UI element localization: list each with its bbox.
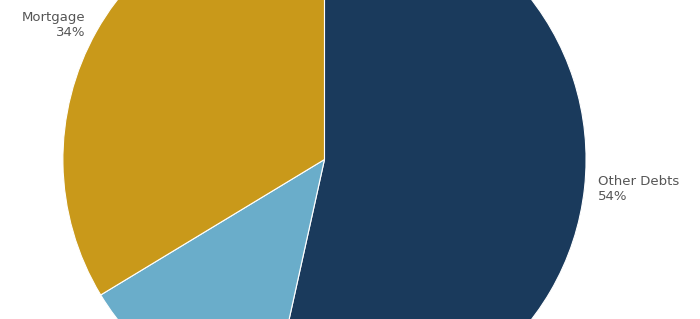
Wedge shape bbox=[101, 160, 325, 319]
Text: Mortgage
34%: Mortgage 34% bbox=[22, 11, 85, 39]
Text: Other Debts
54%: Other Debts 54% bbox=[598, 175, 679, 203]
Wedge shape bbox=[63, 0, 325, 295]
Wedge shape bbox=[268, 0, 586, 319]
